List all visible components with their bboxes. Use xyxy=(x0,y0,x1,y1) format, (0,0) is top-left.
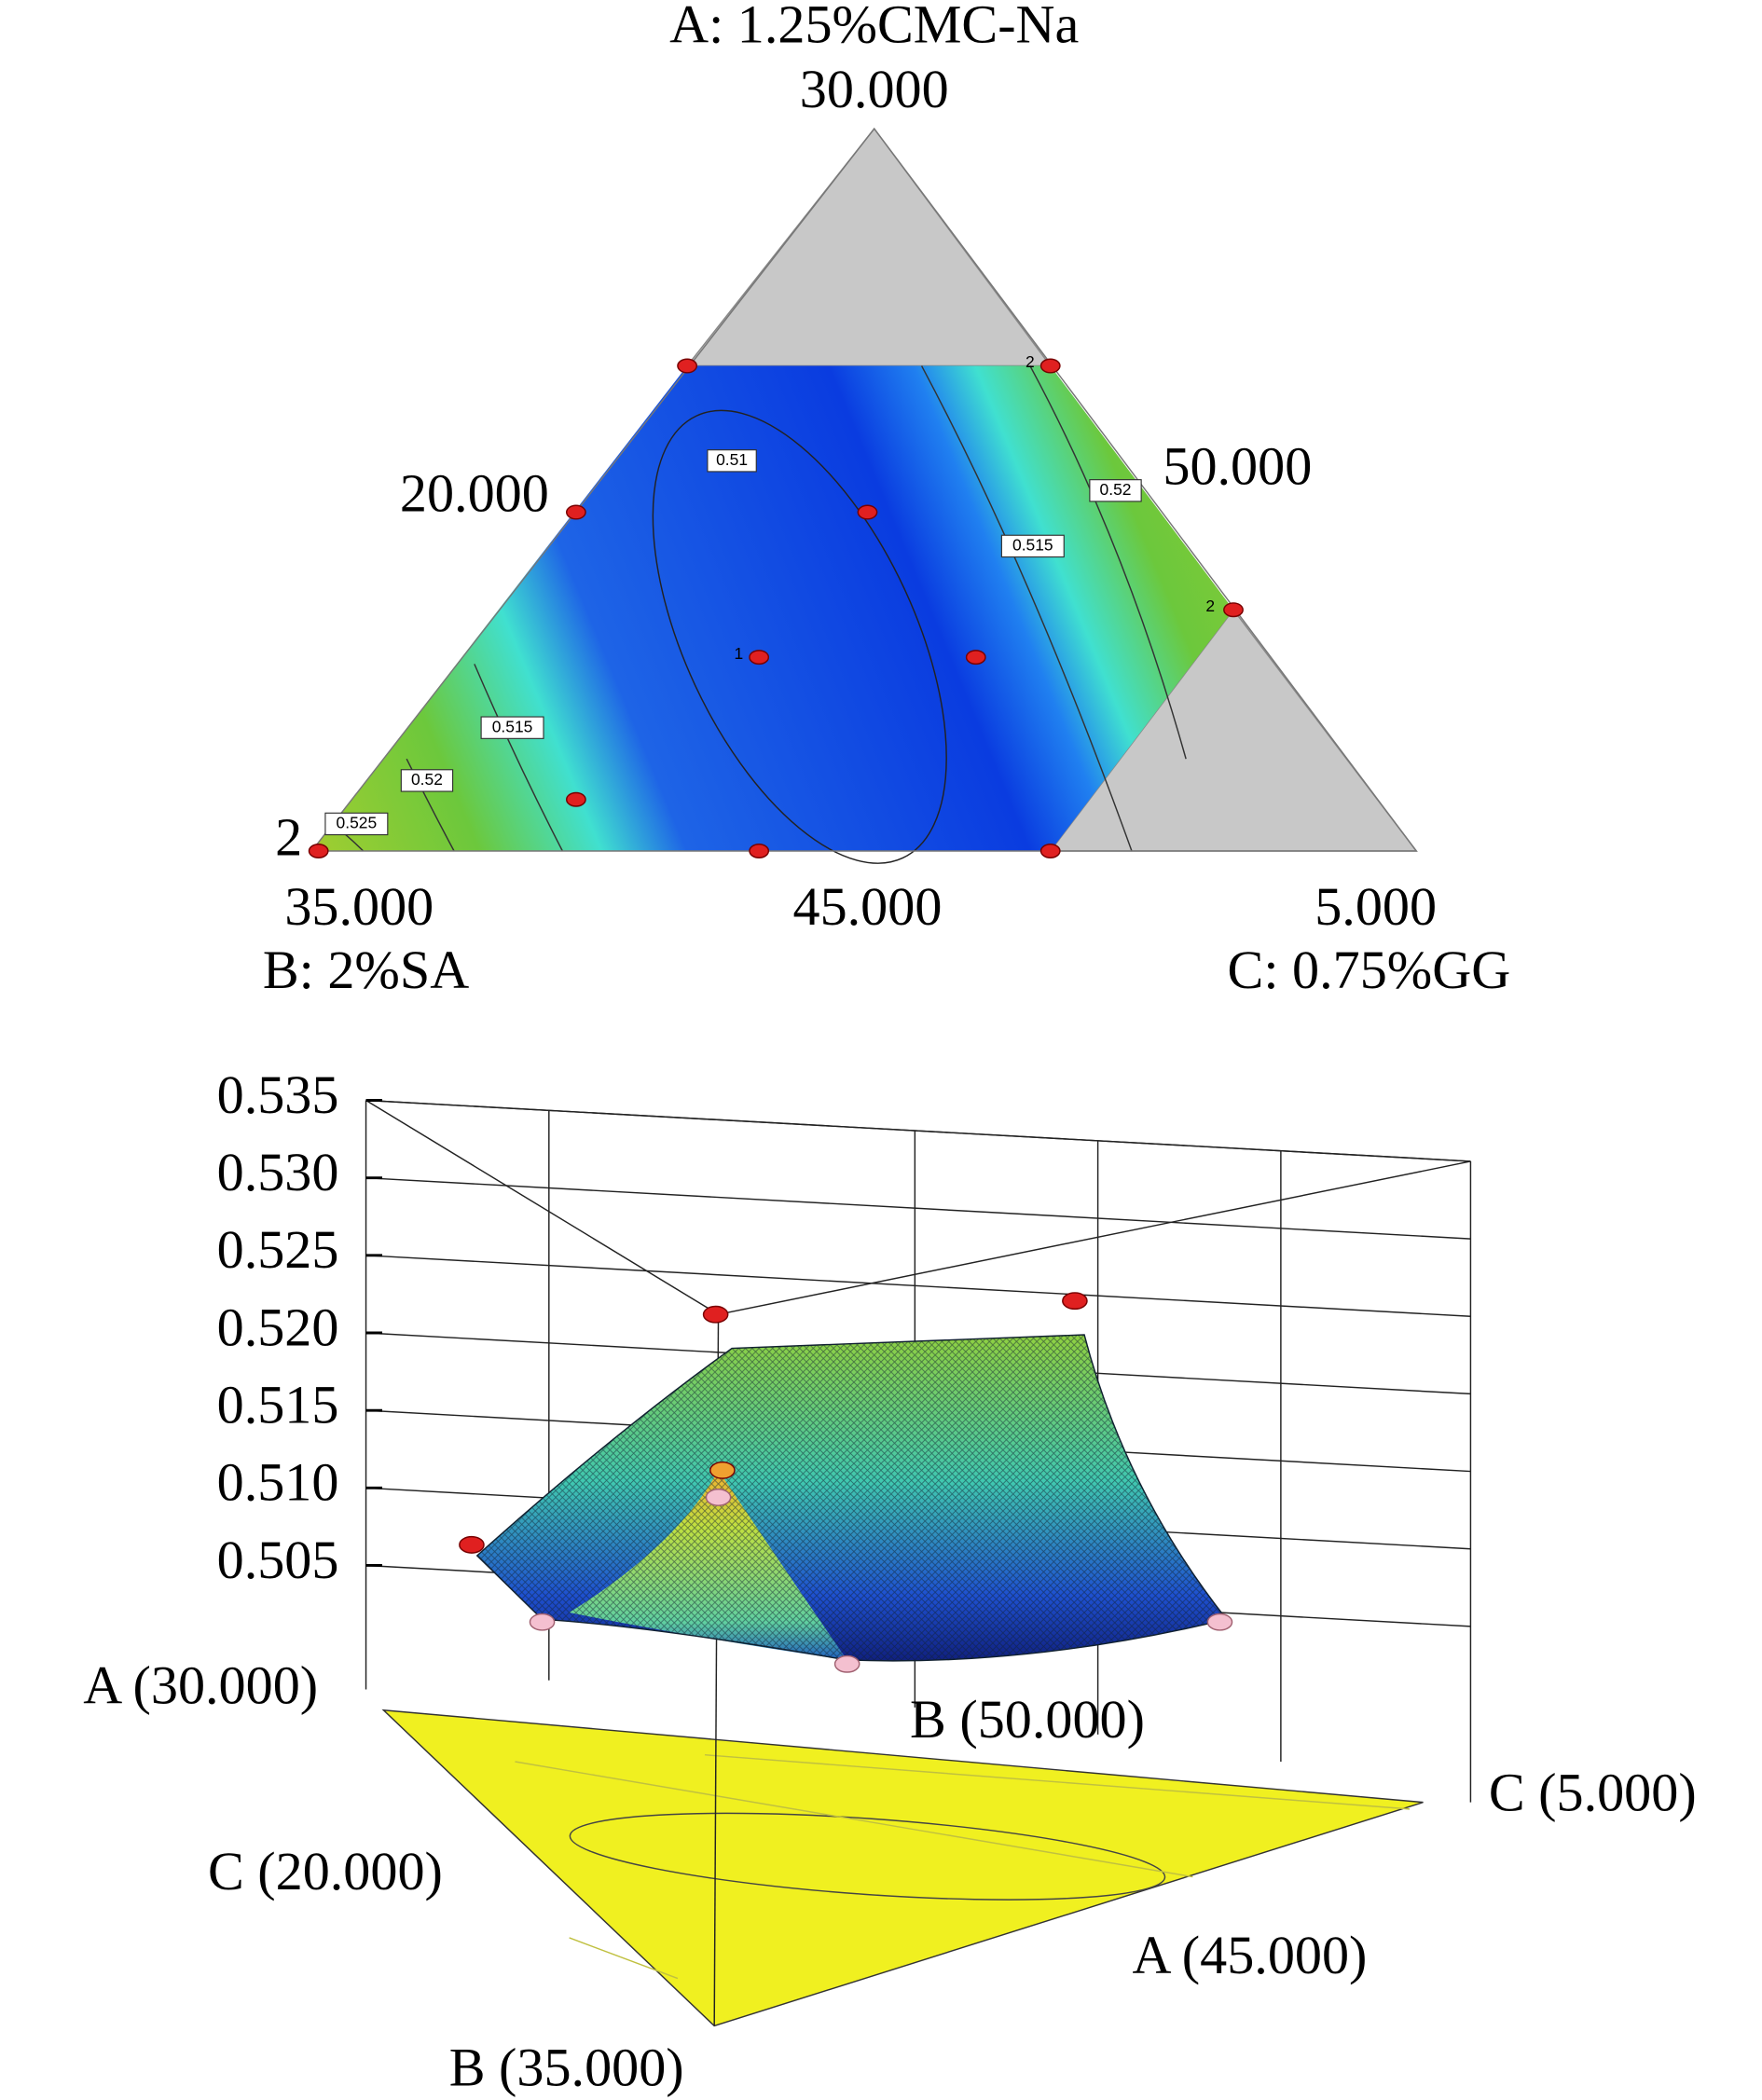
z-tick-label: 0.530 xyxy=(217,1142,339,1202)
design-point-projection xyxy=(705,1489,732,1506)
floor-contour xyxy=(569,1812,1166,1901)
replicate-label: 2 xyxy=(1205,597,1215,615)
contour-label: 0.515 xyxy=(492,717,533,735)
ternary-plot: A: 1.25%CMC-Na 30.000 20.000 50.000 35.0… xyxy=(263,0,1510,1000)
design-point xyxy=(749,844,770,859)
z-tick-label: 0.535 xyxy=(217,1064,339,1125)
design-point-projection xyxy=(1206,1613,1233,1631)
axis-label: B (35.000) xyxy=(449,2038,684,2098)
contour-line xyxy=(652,409,947,864)
contour-label-box xyxy=(480,716,544,739)
contour-label: 0.515 xyxy=(1012,536,1053,555)
design-point xyxy=(1062,1292,1088,1311)
axis-label: C (5.000) xyxy=(1489,1763,1697,1823)
axis-label: B (50.000) xyxy=(910,1689,1145,1750)
edge-label: 50.000 xyxy=(1163,435,1312,496)
floor-contour xyxy=(515,1753,1411,1980)
design-point xyxy=(1039,844,1061,859)
z-tick-label: 0.525 xyxy=(217,1219,339,1280)
axis-label: A (45.000) xyxy=(1132,1925,1367,1985)
design-point xyxy=(308,844,329,859)
design-point xyxy=(749,650,770,666)
design-point xyxy=(709,1461,736,1479)
design-point-projection xyxy=(529,1613,556,1631)
contour-label-box xyxy=(324,812,389,836)
contour-line xyxy=(920,365,1133,852)
surface-plot xyxy=(381,1709,1424,2027)
design-point xyxy=(965,650,986,666)
z-tick-label: 0.520 xyxy=(217,1297,339,1357)
grid-line xyxy=(365,1255,1471,1317)
design-point xyxy=(565,791,586,807)
floor xyxy=(381,1709,1424,2027)
triangle-outline xyxy=(310,127,1418,852)
design-point xyxy=(1039,358,1061,374)
design-point xyxy=(702,1305,729,1324)
contour-label: 0.52 xyxy=(1100,480,1132,499)
replicate-label: 2 xyxy=(275,807,302,868)
contour-label: 0.52 xyxy=(411,770,443,789)
contour-line xyxy=(474,664,563,852)
z-tick-label: 0.510 xyxy=(217,1452,339,1513)
design-point xyxy=(565,504,586,520)
excluded-region xyxy=(685,127,1053,367)
contour-label-box xyxy=(400,769,454,792)
z-tick-label: 0.505 xyxy=(217,1530,339,1590)
vertex-label: 30.000 xyxy=(800,59,949,119)
vertex-label: 35.000 xyxy=(284,876,434,937)
surface-mesh xyxy=(475,1334,1229,1662)
contour-label-box xyxy=(1089,479,1142,502)
edge-label: 45.000 xyxy=(793,876,943,937)
replicate-label: 1 xyxy=(734,644,743,663)
axis-label: C (20.000) xyxy=(208,1841,443,1901)
contour-line xyxy=(1029,365,1187,760)
replicate-label: 2 xyxy=(1026,352,1035,371)
design-point xyxy=(1223,602,1244,618)
design-point xyxy=(677,358,698,374)
box-edge xyxy=(365,1099,719,1315)
design-point-projection xyxy=(833,1654,860,1673)
design-point xyxy=(857,504,878,520)
box-edge xyxy=(718,1160,1471,1315)
vertex-label: 5.000 xyxy=(1315,876,1437,937)
contour-label: 0.525 xyxy=(337,814,378,832)
axis-label: A (30.000) xyxy=(83,1655,318,1716)
vertex-component: B: 2%SA xyxy=(263,940,469,1000)
design-point xyxy=(459,1535,485,1554)
edge-label: 20.000 xyxy=(400,462,549,523)
vertex-component: A: 1.25%CMC-Na xyxy=(669,0,1079,54)
contour-label: 0.51 xyxy=(716,450,748,469)
z-tick-label: 0.515 xyxy=(217,1374,339,1434)
grid-line xyxy=(365,1176,1471,1240)
contour-label-box xyxy=(1000,534,1065,558)
vertex-component: C: 0.75%GG xyxy=(1228,940,1511,1000)
grid-line xyxy=(365,1099,1471,1162)
contour-label-box xyxy=(707,449,757,473)
